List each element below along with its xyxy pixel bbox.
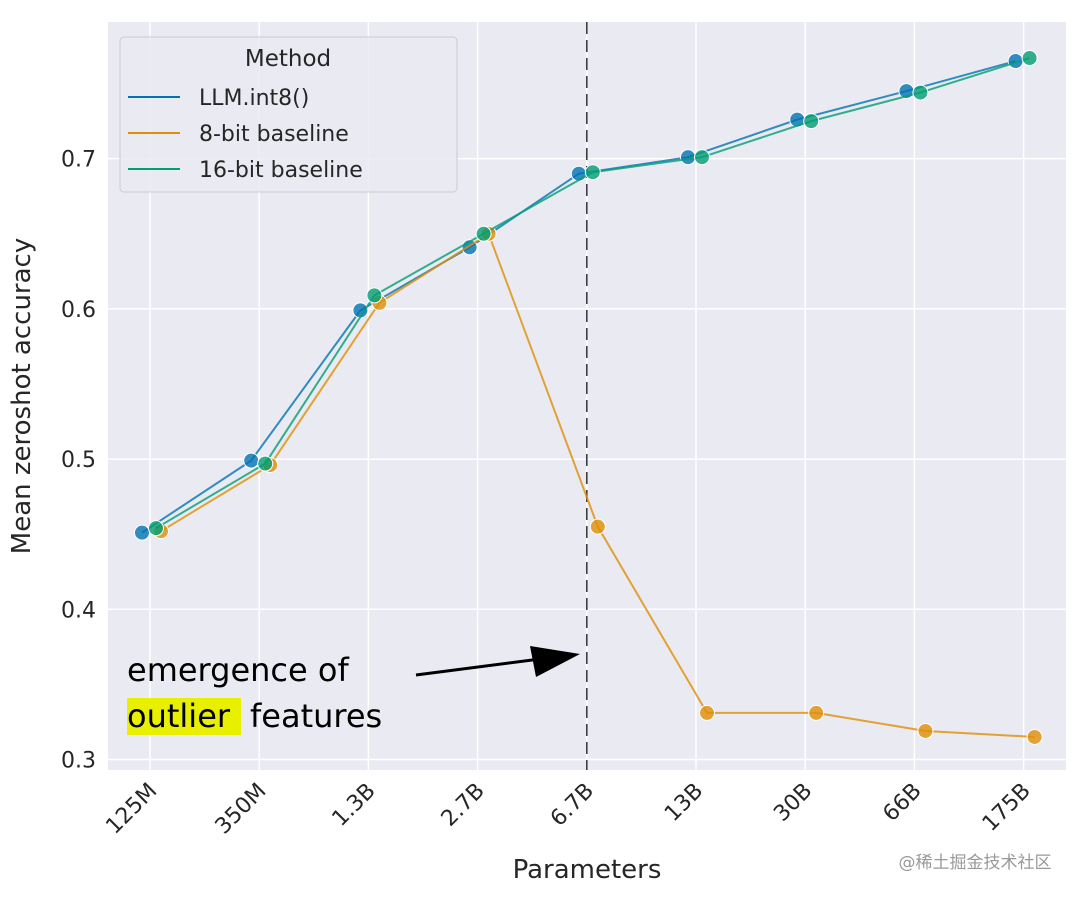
y-tick-label: 0.3 xyxy=(61,748,96,773)
point xyxy=(680,149,696,166)
x-tick-label: 175B xyxy=(978,779,1036,837)
x-tick-label: 30B xyxy=(769,779,817,827)
annotation-text: outlier xyxy=(127,697,231,735)
point xyxy=(475,225,492,242)
point xyxy=(699,704,715,721)
point xyxy=(912,84,929,101)
annotation-text: features xyxy=(250,697,382,735)
legend-label: 8-bit baseline xyxy=(199,122,349,147)
arrow-head xyxy=(530,646,580,677)
point xyxy=(1021,50,1038,67)
x-tick-label: 66B xyxy=(878,779,926,827)
point xyxy=(694,149,710,166)
x-tick-label: 350M xyxy=(211,779,272,840)
legend-label: 16-bit baseline xyxy=(199,158,363,183)
point xyxy=(1026,728,1043,745)
point xyxy=(134,524,150,541)
point xyxy=(366,287,383,304)
point xyxy=(584,164,601,181)
x-tick-label: 1.3B xyxy=(328,779,381,832)
x-axis-label: Parameters xyxy=(513,855,662,885)
y-axis-label: Mean zeroshot accuracy xyxy=(7,238,37,554)
point xyxy=(148,520,164,537)
point xyxy=(589,518,606,535)
point xyxy=(917,722,934,739)
y-tick-label: 0.4 xyxy=(61,598,96,623)
point xyxy=(803,113,820,130)
y-tick-label: 0.5 xyxy=(61,448,96,473)
y-tick-label: 0.7 xyxy=(61,148,96,173)
legend-label: LLM.int8() xyxy=(199,86,309,111)
y-tick-label: 0.6 xyxy=(61,298,96,323)
x-tick-label: 6.7B xyxy=(546,779,599,832)
point xyxy=(257,455,274,472)
annotation: emergence of outlier features xyxy=(127,646,580,735)
x-tick-label: 13B xyxy=(660,779,708,827)
legend-title: Method xyxy=(245,46,331,72)
highlight xyxy=(127,698,241,735)
point xyxy=(808,704,825,721)
annotation-text: emergence of xyxy=(127,651,349,689)
x-tick-label: 125M xyxy=(101,779,162,840)
arrow xyxy=(415,657,541,677)
legend-box xyxy=(119,36,458,193)
x-tick-label: 2.7B xyxy=(437,779,490,832)
point xyxy=(243,452,260,469)
watermark: @稀土掘金技术社区 xyxy=(899,853,1052,873)
